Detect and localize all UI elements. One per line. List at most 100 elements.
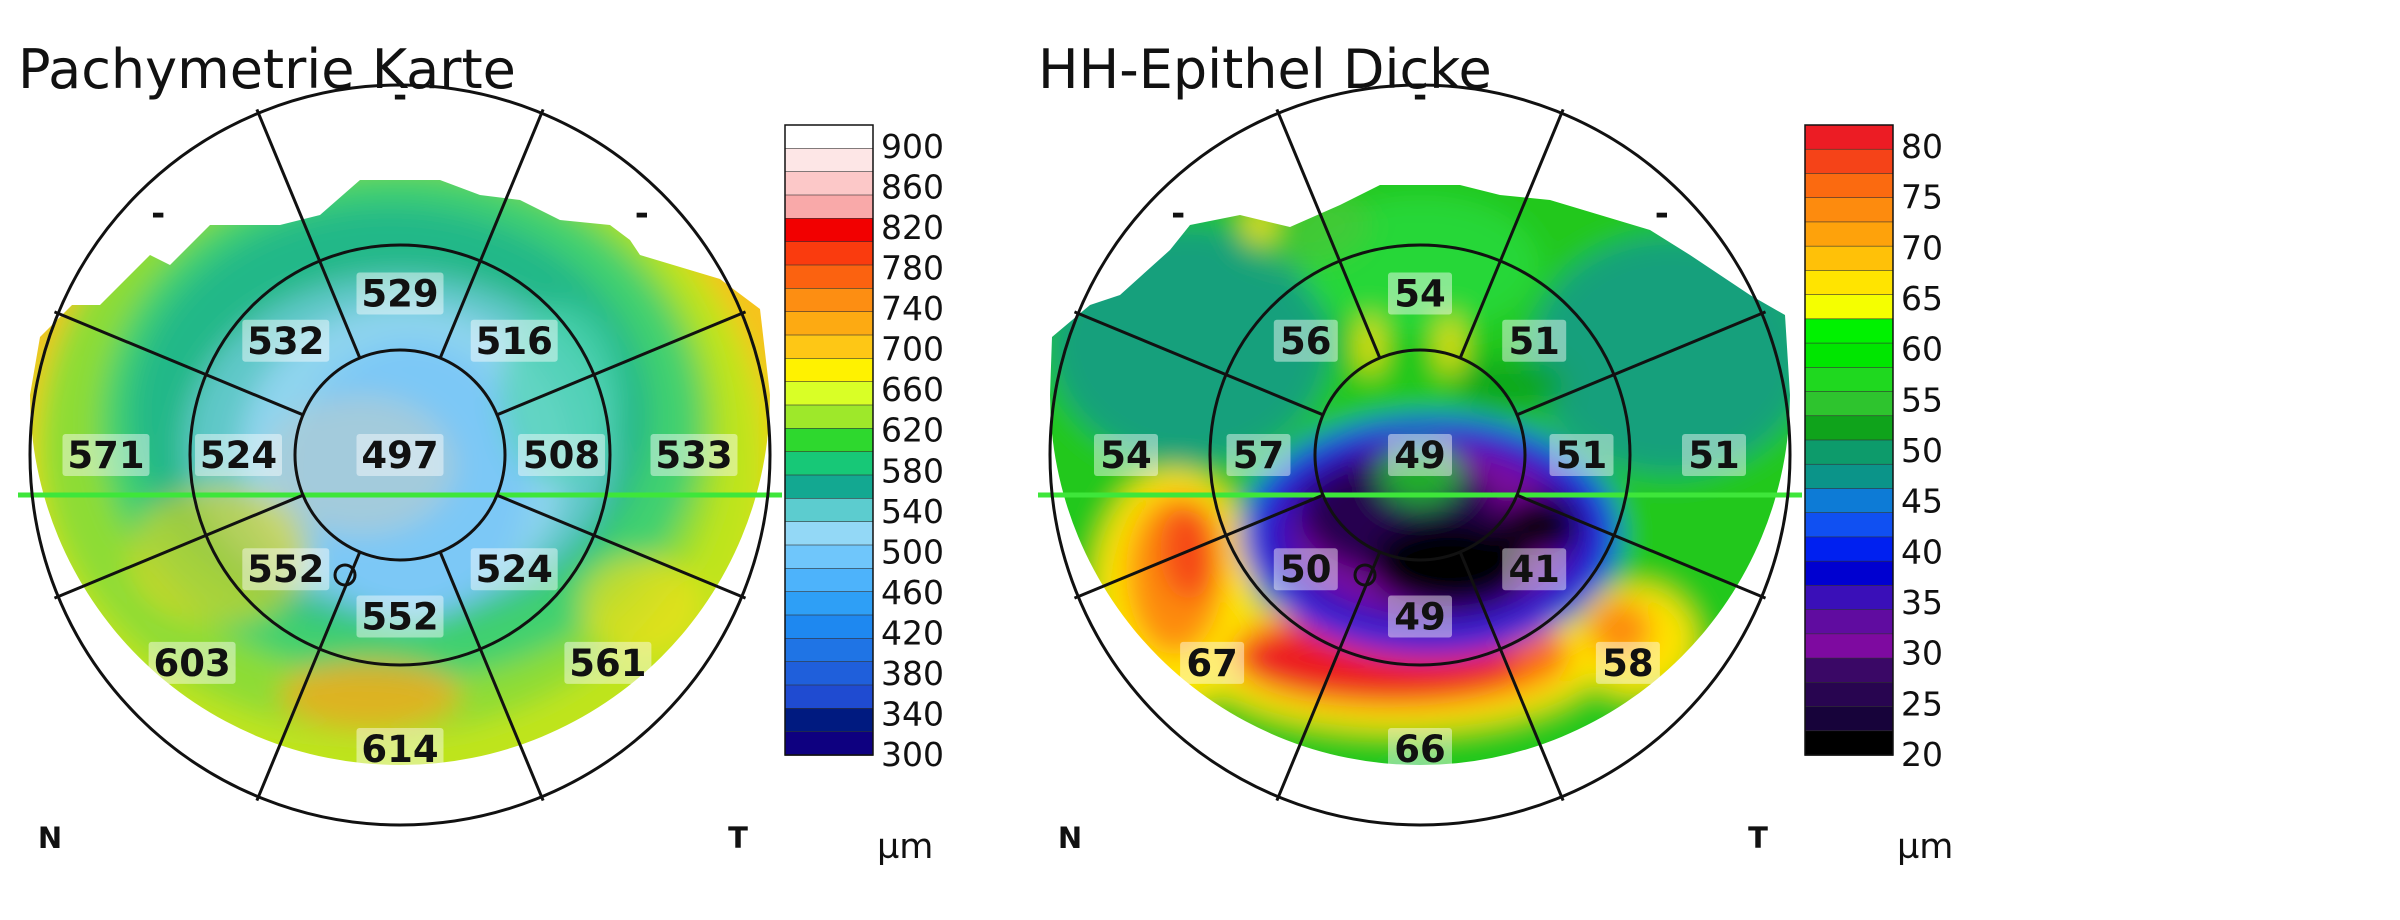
pupil-center-marker xyxy=(1353,563,1377,587)
pachymetry-map-panel: Pachymetrie Karte 497 529 516 508 524 552 552 5… xyxy=(0,0,1020,920)
svg-text:57: 57 xyxy=(1233,434,1285,477)
svg-text:54: 54 xyxy=(1394,273,1446,316)
color-scale-step xyxy=(784,288,874,313)
center-zone-value: 497 xyxy=(356,434,444,477)
color-scale-step xyxy=(784,661,874,686)
color-scale-tick-label: 820 xyxy=(881,208,944,247)
color-scale-step xyxy=(1804,148,1894,175)
temporal-orientation-label: T xyxy=(728,821,748,855)
svg-text:67: 67 xyxy=(1186,642,1238,685)
color-scale-tick-label: 20 xyxy=(1901,735,1943,774)
svg-text:516: 516 xyxy=(476,320,553,363)
sector-divider xyxy=(255,551,362,802)
color-scale-step xyxy=(1804,391,1894,417)
outer-ring-circle xyxy=(1048,83,1792,827)
inner-sector-value: 49 xyxy=(1388,595,1452,639)
svg-text:41: 41 xyxy=(1508,548,1560,591)
outer-sector-value: 571 xyxy=(62,434,150,477)
sector-divider xyxy=(1275,551,1382,802)
color-scale-step xyxy=(784,404,874,430)
color-scale-bar xyxy=(784,124,874,756)
outer-sector-value: - xyxy=(393,76,407,116)
color-scale-step xyxy=(784,264,874,290)
color-scale-step xyxy=(784,241,874,266)
svg-text:54: 54 xyxy=(1100,434,1152,477)
color-scale-tick-label: 860 xyxy=(881,168,944,207)
color-scale-tick-label: 500 xyxy=(881,532,944,571)
inner-ring-circle xyxy=(188,243,612,667)
color-scale-step xyxy=(1804,415,1894,441)
color-scale-step xyxy=(784,311,874,336)
inner-ring-circle xyxy=(1208,243,1632,667)
color-scale-step xyxy=(784,544,874,570)
unit-label: µm xyxy=(1897,827,1953,867)
svg-text:524: 524 xyxy=(476,548,553,591)
svg-text:571: 571 xyxy=(67,434,144,477)
sector-divider xyxy=(53,310,304,417)
svg-text:532: 532 xyxy=(247,320,324,363)
color-scale-step xyxy=(784,614,874,640)
inner-sector-value: 54 xyxy=(1388,272,1452,316)
color-scale-tick-label: 40 xyxy=(1901,532,1943,571)
color-scale-step xyxy=(1804,706,1894,732)
epithelium-map-panel: HH-Epithel Dicke 49 54 51 51 41 49 50 57 56 - - 51 5… xyxy=(1020,0,2040,920)
color-scale-step xyxy=(784,708,874,733)
color-scale-step xyxy=(784,194,874,220)
svg-text:51: 51 xyxy=(1556,434,1608,477)
color-scale-tick-label: 700 xyxy=(881,330,944,369)
outer-sector-value: - xyxy=(1171,194,1185,234)
sector-divider xyxy=(1073,493,1324,600)
sector-divider xyxy=(1458,551,1565,802)
inner-sector-value: 50 xyxy=(1273,548,1338,591)
color-scale-tick-label: 420 xyxy=(881,613,944,652)
outer-sector-value: - xyxy=(151,194,165,234)
color-scale-tick-label: 780 xyxy=(881,249,944,288)
thickness-color-field xyxy=(30,180,770,765)
sector-divider xyxy=(1516,310,1767,417)
svg-text:58: 58 xyxy=(1602,642,1654,685)
color-scale-step xyxy=(1804,221,1894,247)
svg-text:552: 552 xyxy=(361,596,438,639)
color-scale-step xyxy=(1804,657,1894,684)
color-scale-step xyxy=(1804,197,1894,223)
color-scale-tick-label: 50 xyxy=(1901,431,1943,470)
sector-divider xyxy=(496,493,747,600)
svg-text:49: 49 xyxy=(1394,596,1446,639)
color-scale-tick-label: 460 xyxy=(881,573,944,612)
unit-label: µm xyxy=(877,827,933,867)
inner-sector-value: 57 xyxy=(1226,434,1291,477)
color-scale-step xyxy=(784,684,874,710)
color-scale-step xyxy=(1804,270,1894,296)
outer-sector-value: 603 xyxy=(148,641,236,685)
color-scale-tick-label: 540 xyxy=(881,492,944,531)
sector-divider xyxy=(1516,493,1767,600)
color-scale-step xyxy=(1804,245,1894,272)
inner-sector-value: 508 xyxy=(518,434,605,477)
color-scale-step xyxy=(784,334,874,360)
color-scale-step xyxy=(1804,730,1894,756)
inner-sector-value: 552 xyxy=(242,548,330,591)
color-scale-tick-label: 340 xyxy=(881,694,944,733)
color-scale-step xyxy=(784,171,874,196)
sector-divider xyxy=(438,551,545,802)
inner-sector-value: 56 xyxy=(1273,319,1338,363)
outer-sector-value: 58 xyxy=(1595,641,1660,685)
color-scale-step xyxy=(1804,342,1894,369)
color-scale-tick-label: 620 xyxy=(881,411,944,450)
color-scale-tick-label: 25 xyxy=(1901,684,1943,723)
svg-text:66: 66 xyxy=(1394,728,1446,771)
outer-sector-value: 614 xyxy=(356,728,444,771)
sector-divider xyxy=(53,493,304,600)
outer-sector-value: 533 xyxy=(650,434,738,477)
color-scale-tick-label: 75 xyxy=(1901,178,1943,217)
color-scale-step xyxy=(1804,560,1894,587)
pachymetry-map-chart: 497 529 516 508 524 552 552 524 532 - - 533 561 614 60… xyxy=(18,76,944,867)
epithelium-map-title: HH-Epithel Dicke xyxy=(1038,38,1492,101)
color-scale-step xyxy=(784,638,874,663)
outer-ring-circle xyxy=(28,83,772,827)
inner-sector-value: 516 xyxy=(470,319,558,363)
inner-sector-value: 552 xyxy=(356,595,444,639)
color-scale-step xyxy=(784,451,874,476)
inner-sector-value: 529 xyxy=(356,272,444,316)
color-scale-step xyxy=(784,591,874,616)
